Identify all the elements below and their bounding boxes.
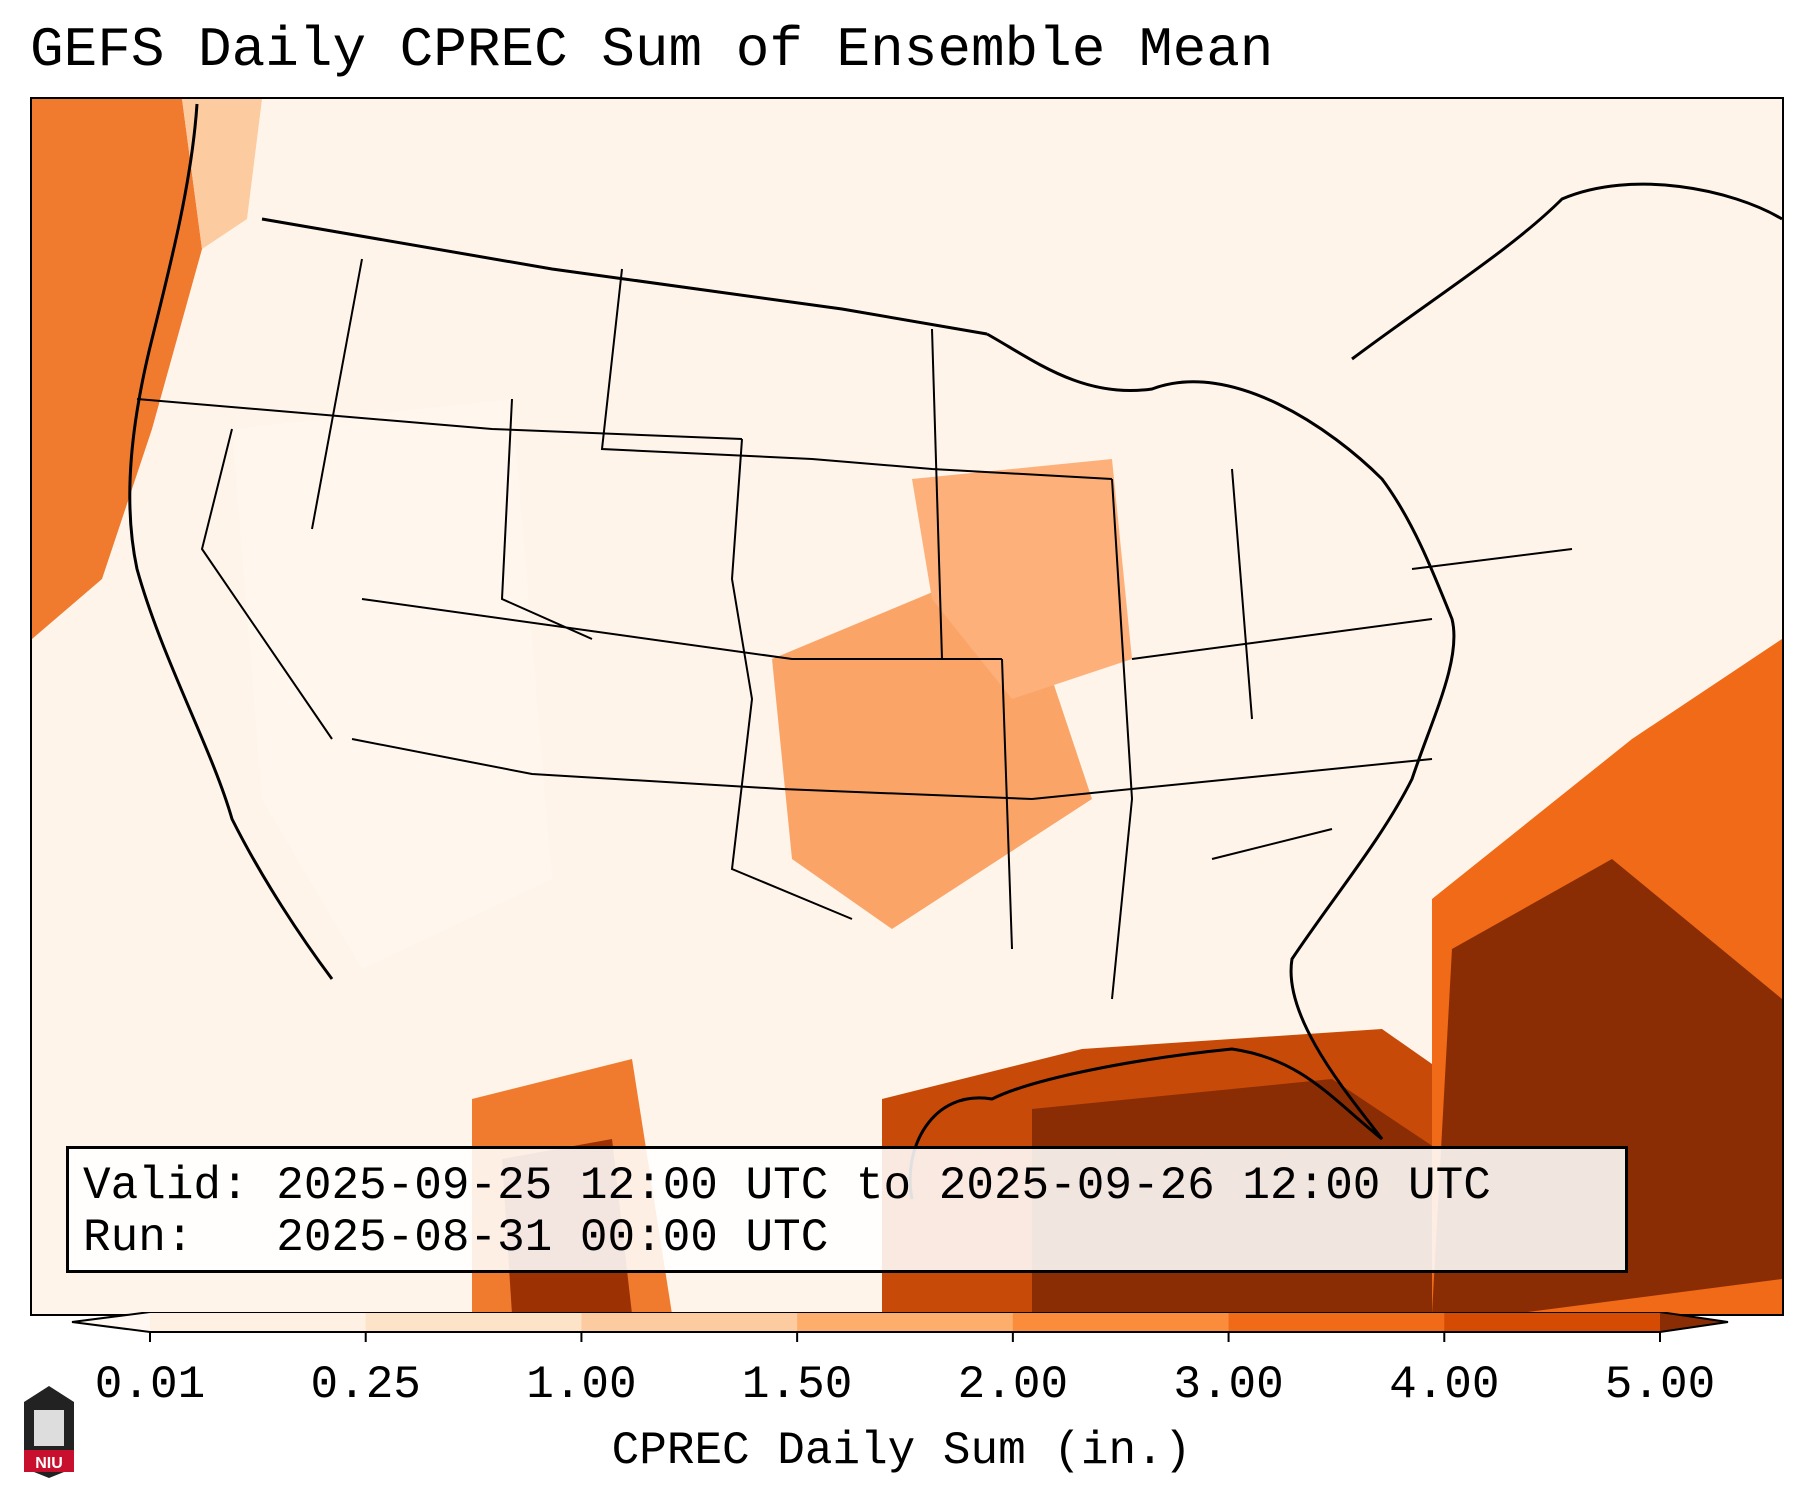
- map-title: GEFS Daily CPREC Sum of Ensemble Mean: [30, 18, 1274, 82]
- colorbar-segment: [1012, 1312, 1230, 1332]
- colorbar-tick-label: 0.25: [310, 1359, 421, 1411]
- run-time-text: Run: 2025-08-31 00:00 UTC: [83, 1212, 829, 1264]
- colorbar-tick-label: 4.00: [1389, 1359, 1500, 1411]
- run-info-box: Valid: 2025-09-25 12:00 UTC to 2025-09-2…: [66, 1146, 1628, 1273]
- colorbar-over-arrow: [1660, 1312, 1728, 1332]
- niu-logo-building: [34, 1410, 64, 1446]
- colorbar-tick-label: 1.50: [741, 1359, 853, 1411]
- colorbar-outline: [71, 1312, 1729, 1333]
- pacific-edge-region: [182, 99, 262, 249]
- colorbar-label: CPREC Daily Sum (in.): [611, 1425, 1192, 1477]
- colorbar-tick-label: 0.01: [94, 1359, 206, 1411]
- state-borders: [136, 258, 1573, 1000]
- west-light-region: [232, 399, 552, 969]
- niu-logo-text: NIU: [35, 1455, 63, 1472]
- precipitation-map: [30, 97, 1784, 1316]
- niu-logo: NIU: [24, 1386, 74, 1478]
- niu-logo-banner: [24, 1450, 74, 1472]
- colorbar-tick-label: 2.00: [957, 1359, 1069, 1411]
- colorbar-segment: [1444, 1312, 1661, 1332]
- valid-time-text: Valid: 2025-09-25 12:00 UTC to 2025-09-2…: [83, 1160, 1491, 1212]
- map-canvas: [32, 99, 1782, 1314]
- colorbar-tick-label: 5.00: [1604, 1359, 1716, 1411]
- colorbar-segment: [1228, 1312, 1445, 1332]
- colorbar-segment: [797, 1312, 1014, 1332]
- pacific-precip-region: [32, 99, 202, 639]
- colorbar-tick-label: 1.00: [526, 1359, 637, 1411]
- midwest-precip-region: [912, 459, 1132, 699]
- colorbar-segment: [365, 1312, 582, 1332]
- colorbar-segment: [581, 1312, 798, 1332]
- colorbar-under-arrow: [72, 1312, 150, 1332]
- colorbar-segment: [150, 1312, 367, 1332]
- colorbar: [71, 1312, 1729, 1342]
- coastlines: [128, 103, 1782, 1200]
- colorbar-tick-label: 3.00: [1173, 1359, 1284, 1411]
